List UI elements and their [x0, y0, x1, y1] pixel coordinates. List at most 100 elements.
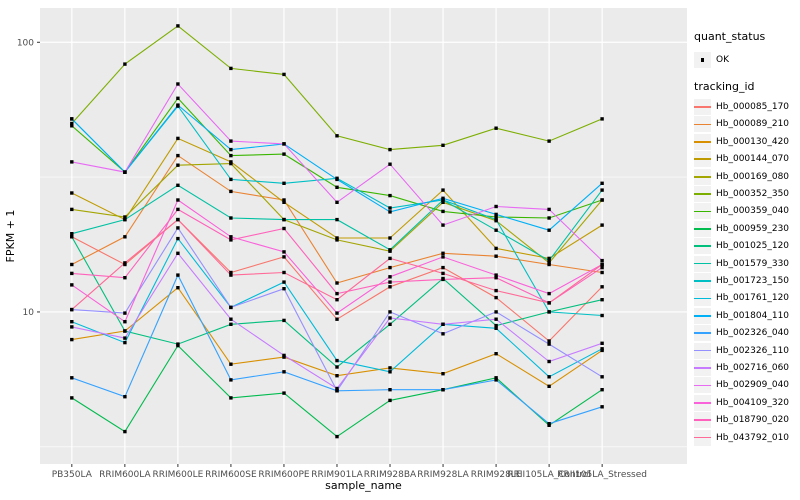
legend-color-line-icon [694, 228, 711, 230]
data-point [176, 153, 180, 158]
data-point [282, 280, 286, 284]
data-point [600, 258, 604, 263]
data-point [123, 340, 127, 345]
data-point [600, 298, 604, 302]
legend-item-Hb_000169_080: Hb_000169_080 [694, 168, 798, 185]
data-point [388, 310, 392, 314]
legend-item-label: Hb_002326_110 [716, 345, 790, 356]
data-point [123, 311, 127, 315]
data-point [388, 398, 392, 403]
legend-item-label: Hb_000169_080 [716, 171, 790, 182]
data-point [441, 143, 445, 147]
data-point [494, 352, 498, 356]
data-point [229, 139, 233, 143]
legend-item-label: Hb_000085_170 [716, 102, 790, 113]
data-point [70, 160, 74, 164]
data-point [600, 198, 604, 202]
data-point [335, 298, 339, 302]
data-point [229, 238, 233, 242]
data-point [282, 198, 286, 202]
data-point [388, 388, 392, 392]
legend-key-box [694, 99, 711, 116]
legend-item-Hb_000085_170: Hb_000085_170 [694, 98, 798, 116]
legend-item-label: Hb_000359_040 [716, 206, 790, 217]
data-point [70, 124, 74, 128]
data-point [282, 318, 286, 323]
data-point [176, 183, 180, 187]
legend-item-label: Hb_002326_040 [716, 328, 790, 339]
data-point [176, 96, 180, 100]
legend-key-box [694, 203, 711, 220]
data-point [229, 189, 233, 194]
data-point [123, 62, 127, 66]
data-point [70, 232, 74, 236]
data-points [70, 24, 604, 439]
x-tick-label: RRIM600LA [99, 470, 151, 480]
data-point [176, 236, 180, 241]
data-point [229, 305, 233, 310]
data-point [176, 82, 180, 86]
legend-color-line-icon [694, 349, 711, 352]
data-point [70, 283, 74, 287]
data-point [282, 181, 286, 185]
legend-item-Hb_018790_020: Hb_018790_020 [694, 411, 798, 429]
legend-color-line-icon [694, 384, 711, 387]
legend-item-Hb_000359_040: Hb_000359_040 [694, 203, 798, 220]
data-point [335, 200, 339, 204]
data-point [600, 375, 604, 379]
data-point [70, 325, 74, 329]
legend-item-Hb_001723_150: Hb_001723_150 [694, 272, 798, 289]
series-points-Hb_001579_330 [70, 183, 604, 263]
data-point [600, 265, 604, 270]
data-point [335, 134, 339, 138]
data-point [229, 161, 233, 166]
data-point [494, 254, 498, 258]
data-point [123, 276, 127, 280]
data-point [600, 405, 604, 409]
legend-item-label: Hb_000352_350 [716, 189, 790, 200]
data-point [494, 310, 498, 314]
legend-title-tracking-id: tracking_id [694, 80, 755, 94]
data-point [282, 152, 286, 156]
legend-color-line-icon [694, 280, 711, 282]
data-point [388, 210, 392, 214]
data-point [123, 215, 127, 219]
data-point [176, 273, 180, 277]
legend-color-line-icon [694, 193, 711, 195]
data-point [229, 177, 233, 182]
legend-item-label: Hb_001579_330 [716, 258, 790, 269]
legend-item-Hb_000352_350: Hb_000352_350 [694, 185, 798, 203]
data-point [494, 217, 498, 222]
legend-key-box [694, 116, 711, 133]
data-point [176, 342, 180, 346]
legend-title-quant-status: quant_status [694, 30, 766, 43]
legend-item-Hb_002326_110: Hb_002326_110 [694, 342, 798, 359]
data-point [494, 276, 498, 280]
data-point [441, 332, 445, 336]
legend-color-line-icon [694, 141, 711, 143]
x-axis-title: sample_name [325, 479, 402, 492]
data-point [600, 285, 604, 289]
data-point [547, 342, 551, 346]
data-point [547, 261, 551, 265]
data-point [547, 301, 551, 305]
legend-item-Hb_001761_120: Hb_001761_120 [694, 290, 798, 307]
legend-item-Hb_000089_210: Hb_000089_210 [694, 116, 798, 133]
data-point [229, 322, 233, 326]
legend-key-box [694, 151, 711, 168]
legend-color-line-icon [694, 123, 711, 126]
data-point [70, 307, 74, 312]
legend-color-line-icon [694, 262, 711, 265]
data-point [388, 193, 392, 198]
legend-color-line-icon [694, 332, 711, 335]
legend-item-label: Hb_001025_120 [716, 241, 790, 252]
data-point [441, 196, 445, 200]
series-points-Hb_002716_060 [70, 251, 604, 391]
data-point [229, 317, 233, 321]
legend-color-line-icon [694, 210, 711, 213]
data-point [229, 270, 233, 275]
data-point [282, 72, 286, 77]
data-point [335, 217, 339, 222]
data-point [388, 316, 392, 320]
